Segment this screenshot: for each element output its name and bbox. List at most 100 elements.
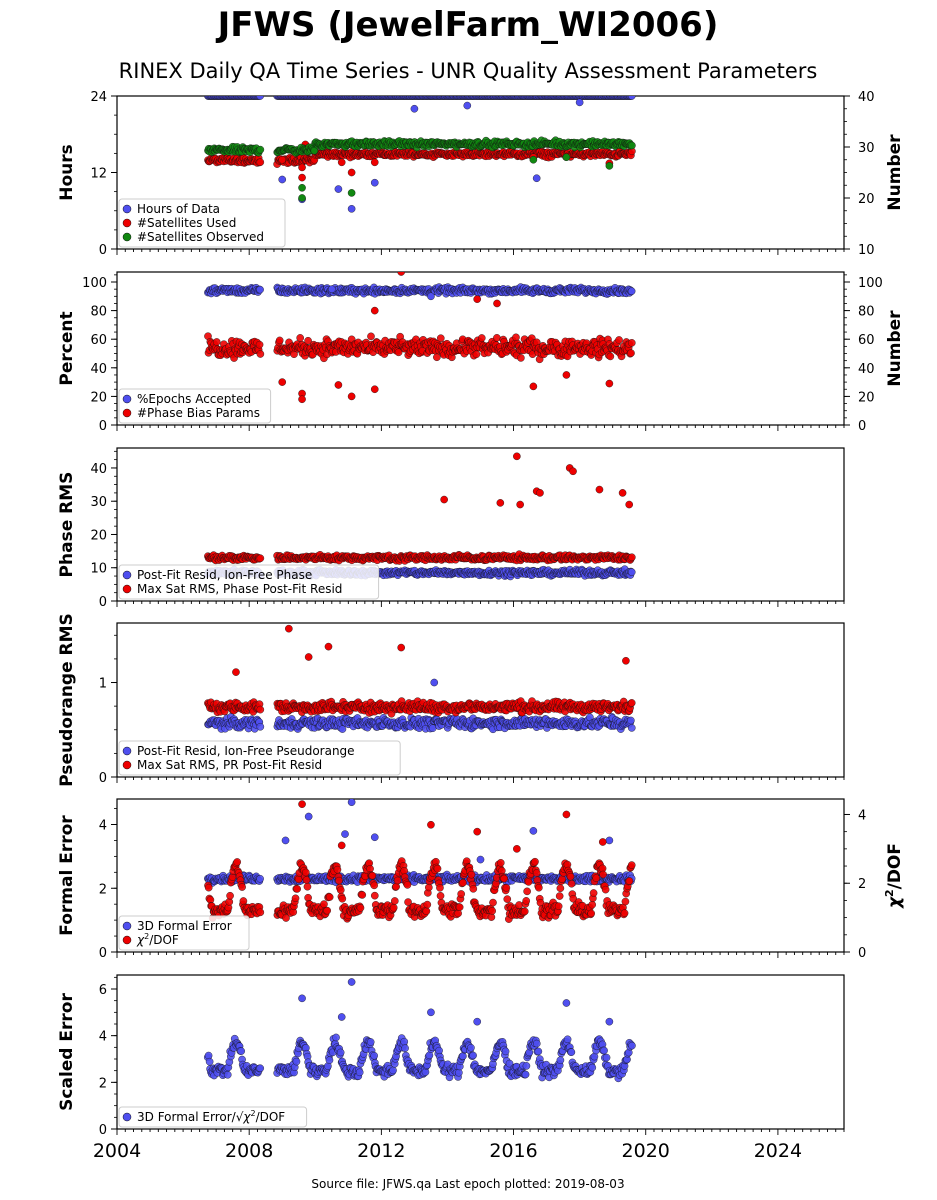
data-point xyxy=(256,350,265,358)
y-right-tick-label: 100 xyxy=(858,276,883,291)
outlier-point xyxy=(370,158,379,167)
y-right-axis-label: Number xyxy=(885,134,905,211)
y-right-tick-label: 60 xyxy=(858,333,875,348)
series-1 xyxy=(204,283,636,301)
data-points xyxy=(204,624,636,734)
data-point xyxy=(606,352,615,361)
legend-marker xyxy=(122,584,132,594)
legend-marker xyxy=(122,204,132,214)
outlier-point xyxy=(347,189,356,197)
outlier-point xyxy=(575,98,584,107)
outlier-point xyxy=(605,162,614,170)
outlier-point xyxy=(298,395,306,404)
y-axis-label: Phase RMS xyxy=(57,472,77,578)
series-2 xyxy=(204,272,636,404)
data-point xyxy=(296,334,304,342)
legend-label: Hours of Data xyxy=(137,202,220,216)
legend-box xyxy=(118,564,380,600)
y-tick-label: 0 xyxy=(99,595,107,610)
series-2 xyxy=(204,452,636,565)
y-right-tick-label: 80 xyxy=(858,305,875,320)
legend-label: Max Sat RMS, Phase Post-Fit Resid xyxy=(137,582,342,596)
outlier-point xyxy=(298,183,306,192)
outlier-point xyxy=(569,467,577,476)
y-tick-label: 0 xyxy=(99,771,107,786)
data-point xyxy=(256,554,265,563)
data-point xyxy=(627,287,636,295)
legend-marker xyxy=(122,218,132,228)
data-point xyxy=(436,334,445,342)
outlier-point xyxy=(327,285,336,293)
data-point xyxy=(367,332,375,341)
outlier-point xyxy=(618,489,627,497)
data-point xyxy=(477,334,486,342)
y-tick-label: 1 xyxy=(99,677,107,692)
outlier-point xyxy=(529,155,538,164)
outlier-point xyxy=(536,489,544,497)
legend-label: %Epochs Accepted xyxy=(137,392,251,406)
outlier-point xyxy=(532,174,541,183)
y-right-tick-label: 0 xyxy=(858,419,866,434)
outlier-point xyxy=(370,178,379,187)
data-point xyxy=(627,96,636,100)
outlier-point xyxy=(463,101,472,110)
legend-marker xyxy=(122,232,132,242)
data-point xyxy=(472,350,481,359)
figure-title: JFWS (JewelFarm_WI2006) xyxy=(216,5,719,45)
outlier-point xyxy=(347,205,356,213)
data-points xyxy=(204,96,636,213)
outlier-point xyxy=(370,385,379,394)
y-axis-label: Hours xyxy=(57,144,77,201)
y-tick-label: 12 xyxy=(90,167,107,182)
outlier-point xyxy=(496,499,505,507)
data-points xyxy=(204,272,636,404)
data-point xyxy=(275,336,284,345)
data-point xyxy=(627,339,636,347)
outlier-point xyxy=(397,272,405,276)
series-1 xyxy=(204,96,636,213)
outlier-point xyxy=(347,168,356,177)
outlier-point xyxy=(298,173,306,182)
outlier-point xyxy=(473,295,481,303)
outlier-point xyxy=(278,155,287,164)
y-right-tick-label: 40 xyxy=(858,362,875,377)
data-point xyxy=(212,338,221,346)
series-2 xyxy=(204,140,636,182)
data-point xyxy=(256,722,265,731)
data-point xyxy=(628,553,636,562)
y-right-axis-label: Number xyxy=(885,310,905,387)
series-1 xyxy=(204,678,636,734)
y-right-tick-label: 40 xyxy=(858,90,875,105)
legend-label: #Satellites Observed xyxy=(137,230,264,244)
data-point xyxy=(615,336,623,344)
data-point xyxy=(627,716,635,725)
series-2 xyxy=(204,624,636,718)
y-tick-label: 24 xyxy=(90,90,107,105)
data-point xyxy=(627,568,636,576)
outlier-point xyxy=(562,371,571,379)
y-tick-label: 20 xyxy=(90,390,107,405)
y-tick-label: 30 xyxy=(90,495,107,510)
y-right-tick-label: 20 xyxy=(858,390,875,405)
outlier-point xyxy=(347,392,356,401)
y-tick-label: 20 xyxy=(90,528,107,543)
y-axis-label: Percent xyxy=(57,311,77,385)
y-tick-label: 10 xyxy=(90,562,107,577)
legend-marker xyxy=(122,394,132,404)
outlier-point xyxy=(337,158,346,167)
legend-marker xyxy=(122,570,132,580)
outlier-point xyxy=(430,678,439,687)
panel-2: 020406080100Percent020406080100Number%Ep… xyxy=(57,271,905,434)
data-point xyxy=(304,336,312,345)
data-point xyxy=(255,340,264,349)
legend-label: #Phase Bias Params xyxy=(137,406,260,420)
legend-box xyxy=(118,198,286,248)
legend-label: Post-Fit Resid, Ion-Free Phase xyxy=(137,568,312,582)
figure-subtitle: RINEX Daily QA Time Series - UNR Quality… xyxy=(119,59,818,83)
y-tick-label: 60 xyxy=(90,333,107,348)
y-tick-label: 0 xyxy=(99,243,107,258)
data-point xyxy=(517,354,525,362)
